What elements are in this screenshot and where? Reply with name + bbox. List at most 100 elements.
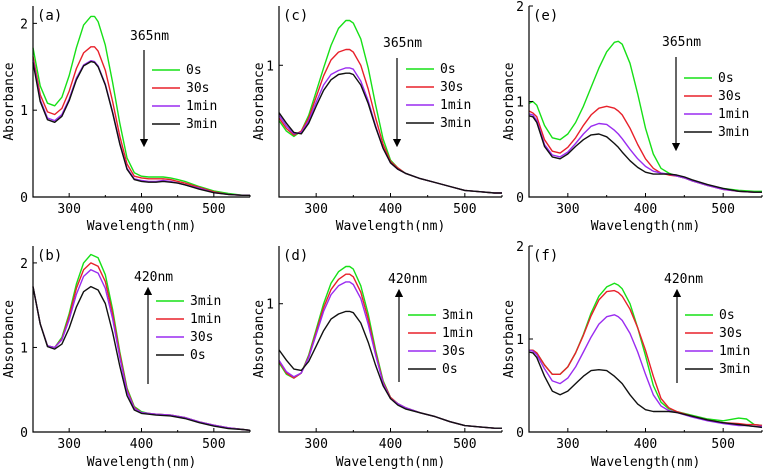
legend-label: 30s [440,80,463,95]
legend-label: 0s [440,62,456,77]
y-tick-label: 2 [516,0,524,15]
x-axis-label: Wavelength(nm) [591,455,701,470]
y-tick-label: 1 [516,96,524,111]
x-axis-label: Wavelength(nm) [336,219,446,234]
x-axis-label: Wavelength(nm) [591,219,701,234]
y-tick-label: 0 [20,426,28,441]
x-tick-label: 300 [57,202,80,217]
legend-label: 1min [440,98,471,113]
x-tick-label: 400 [379,202,402,217]
x-tick-label: 500 [711,202,734,217]
panel-label: (c) [283,8,308,24]
series-line-3min [528,115,762,193]
legend-label: 1min [186,99,217,114]
y-tick-label: 0 [20,191,28,206]
legend-label: 3min [186,117,217,132]
x-tick-label: 500 [453,437,476,452]
x-axis-label: Wavelength(nm) [87,219,197,234]
x-tick-label: 400 [130,437,153,452]
panel-f: 300 400 500 0 1 2 Wavelength(nm) Absorbance (f) 4… [502,240,763,470]
series-line-30s [32,269,251,431]
irradiation-wavelength-label: 365nm [662,35,701,50]
legend-label: 1min [719,344,750,359]
series-line-1min [32,59,250,197]
legend-label: 0s [186,63,202,78]
legend: 0s 30s 1min 3min [684,71,749,140]
series-line-3min [528,351,763,429]
series-line-0s [278,310,502,429]
legend-label: 30s [719,326,742,341]
irradiation-wavelength-label: 365nm [383,36,422,51]
legend: 0s 30s 1min 3min [685,308,750,377]
x-tick-label: 300 [304,437,327,452]
legend-label: 1min [442,326,473,341]
y-axis-label: Absorbance [502,300,517,378]
panel-label: (b) [37,248,62,264]
panel-label: (e) [533,8,558,24]
x-tick-label: 500 [202,202,225,217]
panel-b: 300 400 500 0 1 2 Wavelength(nm) Absorbance (b) 4… [2,246,251,470]
y-axis-label: Absorbance [252,62,267,140]
series-line-0s [32,15,250,197]
y-tick-label: 1 [266,298,274,313]
series-line-1min [278,273,502,429]
series-line-0s [32,285,251,431]
series-line-3min [278,72,502,194]
series-line-1min [528,113,762,193]
x-tick-label: 300 [556,202,579,217]
series-line-1min [32,262,251,431]
legend-label: 0s [442,362,458,377]
x-axis-label: Wavelength(nm) [336,455,446,470]
legend-label: 1min [718,107,749,122]
y-tick-label: 1 [20,341,28,356]
legend-label: 1min [190,312,221,327]
legend: 0s 30s 1min 3min [406,62,471,131]
x-tick-label: 300 [556,437,579,452]
panel-c: 300 400 500 1 Wavelength(nm) Absorbance (c) 365… [252,6,503,234]
legend-label: 0s [718,71,734,86]
legend-label: 30s [186,81,209,96]
irradiation-wavelength-label: 420nm [134,270,173,285]
panel-label: (d) [283,248,308,264]
legend: 0s 30s 1min 3min [152,63,217,132]
x-tick-label: 300 [57,437,80,452]
legend: 3min 1min 30s 0s [408,308,473,377]
x-tick-label: 300 [304,202,327,217]
x-tick-label: 500 [202,437,225,452]
legend-label: 3min [718,125,749,140]
panel-d: 300 400 500 1 Wavelength(nm) Absorbance (d) 420… [252,246,503,470]
y-tick-label: 0 [516,426,524,441]
y-tick-label: 1 [266,59,274,74]
legend-label: 0s [719,308,735,323]
legend-label: 3min [440,116,471,131]
y-tick-label: 0 [516,191,524,206]
legend-label: 3min [190,294,221,309]
y-tick-label: 2 [20,17,28,32]
legend-label: 30s [190,330,213,345]
x-axis-label: Wavelength(nm) [87,455,197,470]
x-tick-label: 500 [711,437,734,452]
panel-a: 300 400 500 0 1 2 Wavelength(nm) Absorbance (a) 3… [2,6,251,234]
irradiation-wavelength-label: 420nm [388,272,427,287]
x-tick-label: 400 [634,437,657,452]
x-tick-label: 400 [634,202,657,217]
irradiation-wavelength-label: 365nm [130,29,169,44]
legend: 3min 1min 30s 0s [156,294,221,363]
legend-label: 30s [442,344,465,359]
panel-label: (f) [533,248,558,264]
y-tick-label: 2 [516,240,524,255]
series-line-3min [32,60,250,197]
panel-label: (a) [37,8,62,24]
x-tick-label: 500 [453,202,476,217]
panel-e: 300 400 500 0 1 2 Wavelength(nm) Absorbance (e) 3… [502,0,763,234]
irradiation-wavelength-label: 420nm [664,272,703,287]
y-tick-label: 2 [20,257,28,272]
legend-label: 3min [442,308,473,323]
series-line-30s [32,46,250,197]
y-tick-label: 1 [20,104,28,119]
y-axis-label: Absorbance [252,300,267,378]
y-axis-label: Absorbance [2,62,17,140]
y-axis-label: Absorbance [2,300,17,378]
y-axis-label: Absorbance [502,62,517,140]
